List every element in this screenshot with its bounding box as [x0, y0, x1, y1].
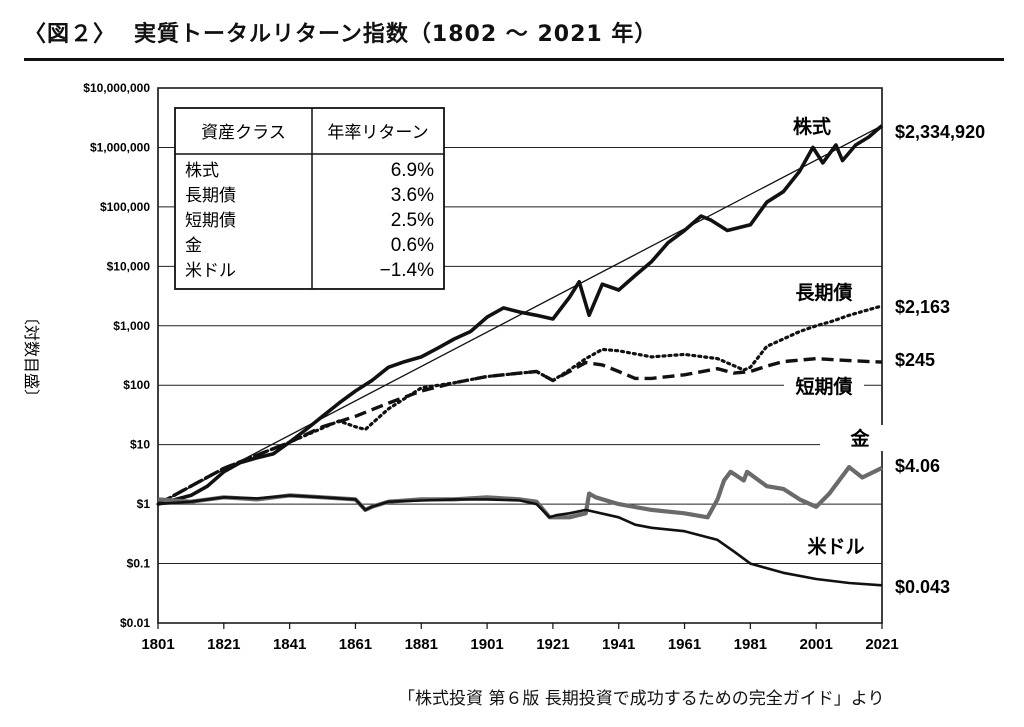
series-label-bg: [796, 533, 876, 559]
x-tick-label: 1941: [602, 636, 635, 653]
y-tick-label: $0.01: [120, 616, 150, 630]
series-line-短期債: [157, 356, 883, 506]
x-tick-label: 2001: [799, 636, 832, 653]
y-axis-label: 〔対数目盛〕: [22, 309, 41, 405]
x-tick-label: 2021: [865, 636, 898, 653]
series-line-長期債: [156, 304, 884, 506]
figure-label: 〈図２〉: [24, 22, 117, 47]
x-tick-label: 1881: [405, 636, 438, 653]
table-cell-asset: 米ドル: [185, 261, 236, 281]
source-note: 「株式投資 第６版 長期投資で成功するための完全ガイド」より: [398, 689, 885, 709]
series-end-label: $4.06: [895, 456, 940, 476]
table-cell-return: 3.6%: [391, 185, 434, 206]
series-label-bg: [784, 279, 864, 305]
x-tick-label: 1901: [470, 636, 503, 653]
series-line-株式トレンド: [157, 125, 883, 505]
series-line-株式: [157, 124, 884, 506]
x-tick-label: 1861: [339, 636, 372, 653]
x-tick-label: 1801: [141, 636, 174, 653]
series-line-米ドル: [157, 494, 883, 587]
series-label-bg: [772, 113, 852, 139]
table-cell-asset: 短期債: [185, 211, 236, 231]
table-cell-return: 2.5%: [391, 210, 434, 231]
table-header-asset: 資産クラス: [201, 123, 286, 143]
y-tick-label: $1: [137, 497, 151, 511]
x-tick-label: 1961: [668, 636, 701, 653]
series-name-label: 短期債: [795, 375, 852, 398]
series-label-bg: [784, 373, 864, 399]
x-tick-label: 1921: [536, 636, 569, 653]
table-cell-return: 6.9%: [391, 160, 434, 181]
y-tick-label: $100: [123, 378, 150, 392]
series-name-label: 金: [849, 427, 870, 450]
x-tick-label: 1821: [207, 636, 240, 653]
series-name-label: 長期債: [795, 281, 852, 304]
table-cell-return: −1.4%: [380, 260, 435, 281]
table-cell-return: 0.6%: [391, 235, 434, 256]
x-tick-label: 1981: [734, 636, 767, 653]
title-rule: [24, 58, 1004, 61]
chart-title: 実質トータルリターン指数（1802 ～ 2021 年）: [134, 22, 658, 47]
table-header-return: 年率リターン: [327, 123, 428, 143]
series-end-label: $2,163: [895, 297, 950, 317]
series-end-label: $0.043: [895, 577, 950, 597]
series-end-label: $245: [895, 350, 935, 370]
table-cell-asset: 長期債: [185, 186, 236, 206]
y-tick-label: $10: [130, 438, 150, 452]
y-tick-label: $1,000,000: [90, 140, 150, 154]
series-line-金: [157, 465, 883, 520]
return-table: [174, 107, 445, 290]
y-tick-label: $10,000: [107, 259, 151, 273]
figure-title: 〈図２〉 実質トータルリターン指数（1802 ～ 2021 年）: [24, 16, 657, 48]
x-tick-label: 1841: [273, 636, 306, 653]
y-tick-label: $100,000: [100, 200, 150, 214]
series-name-label: 株式: [793, 115, 831, 138]
y-tick-label: $1,000: [113, 319, 150, 333]
y-tick-label: $0.1: [127, 557, 151, 571]
y-tick-label: $10,000,000: [83, 81, 150, 95]
table-cell-asset: 株式: [185, 161, 219, 181]
series-label-bg: [820, 425, 900, 451]
chart-svg: $10,000,000 $1,000,000 $100,000 $10,000 $1,0…: [22, 81, 985, 653]
table-cell-asset: 金: [185, 236, 202, 256]
series-name-label: 米ドル: [807, 535, 864, 558]
series-end-label: $2,334,920: [895, 122, 985, 142]
